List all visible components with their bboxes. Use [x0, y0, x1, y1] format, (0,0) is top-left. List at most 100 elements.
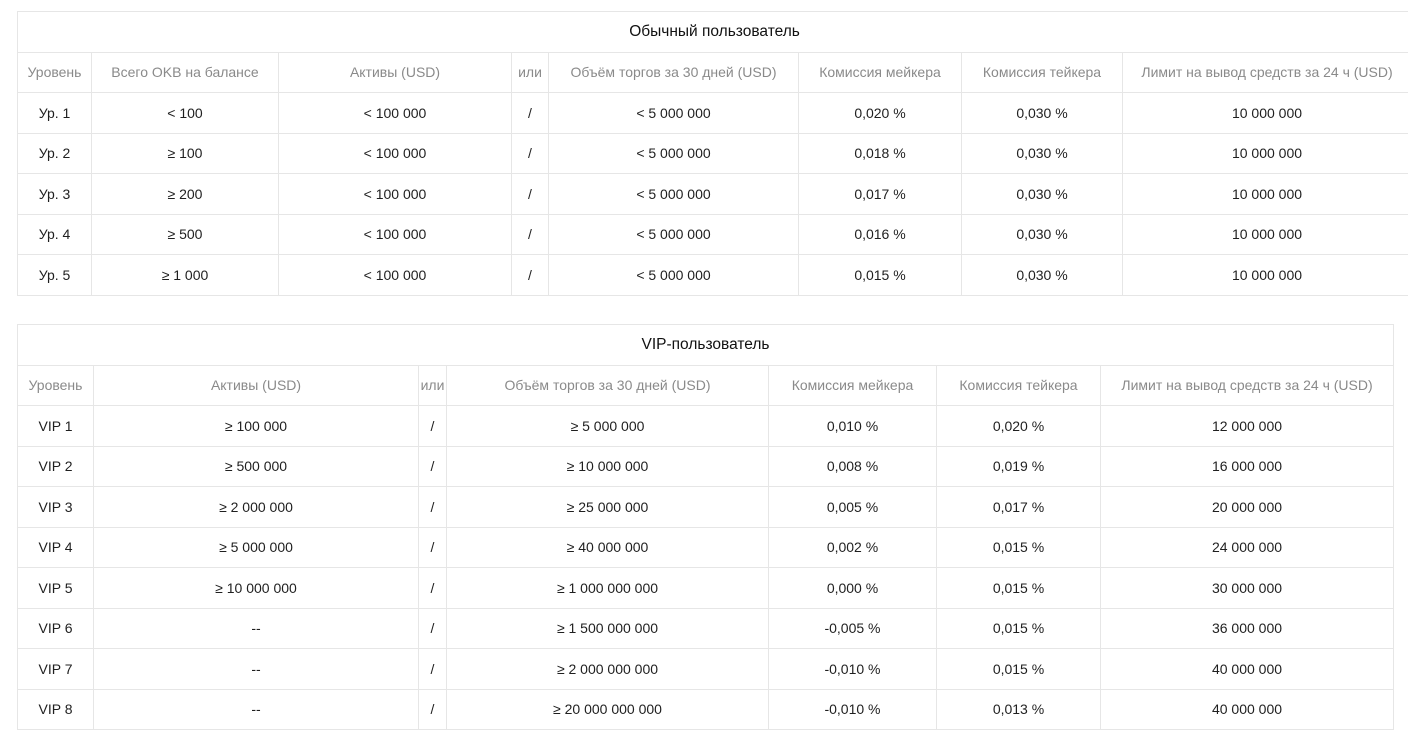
taker-fee-cell: 0,015 % [936, 567, 1101, 609]
or-cell: / [418, 688, 447, 730]
taker-fee-cell: 0,030 % [961, 254, 1123, 296]
withdrawal-limit-cell: 10 000 000 [1121, 213, 1408, 255]
trading-volume-cell: < 5 000 000 [548, 92, 799, 134]
level-cell: VIP 3 [17, 486, 94, 528]
column-header-or: или [418, 364, 447, 406]
table-row: VIP 4 ≥ 5 000 000/≥ 40 000 000 0,002 % 0,01… [17, 526, 1395, 568]
trading-volume-cell: ≥ 1 000 000 000 [446, 567, 769, 609]
assets-cell: -- [93, 648, 419, 690]
maker-fee-cell: -0,010 % [768, 648, 937, 690]
regular-user-fee-table: Обычный пользователь Уровень Всего OKB н… [16, 11, 1408, 296]
okb-balance-cell: ≥ 500 [91, 213, 279, 255]
column-header-assets: Активы (USD) [278, 51, 512, 93]
maker-fee-cell: 0,017 % [798, 173, 962, 215]
or-cell: / [511, 213, 549, 255]
withdrawal-limit-cell: 10 000 000 [1121, 173, 1408, 215]
assets-cell: -- [93, 688, 419, 730]
trading-volume-cell: < 5 000 000 [548, 132, 799, 174]
level-cell: VIP 5 [17, 567, 94, 609]
table-row: VIP 1 ≥ 100 000/≥ 5 000 000 0,010 % 0,020 %… [17, 405, 1395, 447]
column-header-taker-fee: Комиссия тейкера [961, 51, 1123, 93]
table-row: Ур. 2 ≥ 100 < 100 000/< 5 000 000 0,018 % 0,… [17, 132, 1408, 174]
table-row: VIP 8 -- / ≥ 20 000 000 000 -0,010 % 0,013 % 4… [17, 688, 1395, 730]
vip-table-title: VIP-пользователь [16, 324, 1395, 366]
trading-volume-cell: ≥ 2 000 000 000 [446, 648, 769, 690]
assets-cell: < 100 000 [278, 173, 512, 215]
maker-fee-cell: 0,005 % [768, 486, 937, 528]
withdrawal-limit-cell: 10 000 000 [1121, 92, 1408, 134]
table-row: VIP 2 ≥ 500 000/≥ 10 000 000 0,008 % 0,019 … [17, 445, 1395, 487]
maker-fee-cell: -0,010 % [768, 688, 937, 730]
taker-fee-cell: 0,019 % [936, 445, 1101, 487]
maker-fee-cell: 0,020 % [798, 92, 962, 134]
taker-fee-cell: 0,015 % [936, 607, 1101, 649]
maker-fee-cell: 0,008 % [768, 445, 937, 487]
maker-fee-cell: 0,018 % [798, 132, 962, 174]
taker-fee-cell: 0,015 % [936, 648, 1101, 690]
table-row: Ур. 5 ≥ 1 000 < 100 000/< 5 000 000 0,015 %… [17, 254, 1408, 296]
withdrawal-limit-cell: 24 000 000 [1099, 526, 1395, 568]
withdrawal-limit-cell: 40 000 000 [1099, 648, 1395, 690]
assets-cell: -- [93, 607, 419, 649]
vip-user-fee-table: VIP-пользователь Уровень Активы (USD) ил… [16, 324, 1395, 730]
withdrawal-limit-cell: 10 000 000 [1121, 132, 1408, 174]
assets-cell: ≥ 2 000 000 [93, 486, 419, 528]
or-cell: / [511, 254, 549, 296]
withdrawal-limit-cell: 30 000 000 [1099, 567, 1395, 609]
table-row: Ур. 4 ≥ 500 < 100 000/< 5 000 000 0,016 % 0,… [17, 213, 1408, 255]
withdrawal-limit-cell: 10 000 000 [1121, 254, 1408, 296]
assets-cell: ≥ 500 000 [93, 445, 419, 487]
assets-cell: ≥ 5 000 000 [93, 526, 419, 568]
assets-cell: < 100 000 [278, 132, 512, 174]
okb-balance-cell: < 100 [91, 92, 279, 134]
maker-fee-cell: 0,010 % [768, 405, 937, 447]
trading-volume-cell: ≥ 25 000 000 [446, 486, 769, 528]
taker-fee-cell: 0,015 % [936, 526, 1101, 568]
trading-volume-cell: ≥ 10 000 000 [446, 445, 769, 487]
regular-table-title: Обычный пользователь [16, 11, 1408, 53]
or-cell: / [511, 92, 549, 134]
taker-fee-cell: 0,030 % [961, 213, 1123, 255]
okb-balance-cell: ≥ 100 [91, 132, 279, 174]
table-row: Ур. 1 < 100 < 100 000/< 5 000 000 0,020 % 0,… [17, 92, 1408, 134]
trading-volume-cell: < 5 000 000 [548, 173, 799, 215]
maker-fee-cell: 0,016 % [798, 213, 962, 255]
okb-balance-cell: ≥ 1 000 [91, 254, 279, 296]
maker-fee-cell: 0,002 % [768, 526, 937, 568]
level-cell: Ур. 4 [17, 213, 92, 255]
level-cell: Ур. 2 [17, 132, 92, 174]
maker-fee-cell: -0,005 % [768, 607, 937, 649]
taker-fee-cell: 0,020 % [936, 405, 1101, 447]
column-header-withdrawal-limit: Лимит на вывод средств за 24 ч (USD) [1121, 51, 1408, 93]
table-row: VIP 7 -- / ≥ 2 000 000 000 -0,010 % 0,015 % 40… [17, 648, 1395, 690]
regular-table-header-row: Уровень Всего OKB на балансе Активы (USD… [17, 51, 1408, 93]
vip-table-header-row: Уровень Активы (USD) или Объём торгов за… [17, 364, 1395, 406]
table-row: VIP 5 ≥ 10 000 000/≥ 1 000 000 000 0,000 %… [17, 567, 1395, 609]
taker-fee-cell: 0,013 % [936, 688, 1101, 730]
or-cell: / [418, 567, 447, 609]
or-cell: / [418, 607, 447, 649]
column-header-or: или [511, 51, 549, 93]
level-cell: VIP 8 [17, 688, 94, 730]
assets-cell: < 100 000 [278, 92, 512, 134]
level-cell: VIP 1 [17, 405, 94, 447]
column-header-withdrawal-limit: Лимит на вывод средств за 24 ч (USD) [1099, 364, 1395, 406]
column-header-okb-balance: Всего OKB на балансе [91, 51, 279, 93]
trading-volume-cell: ≥ 5 000 000 [446, 405, 769, 447]
withdrawal-limit-cell: 16 000 000 [1099, 445, 1395, 487]
withdrawal-limit-cell: 12 000 000 [1099, 405, 1395, 447]
withdrawal-limit-cell: 40 000 000 [1099, 688, 1395, 730]
level-cell: Ур. 5 [17, 254, 92, 296]
assets-cell: ≥ 100 000 [93, 405, 419, 447]
or-cell: / [418, 526, 447, 568]
level-cell: VIP 7 [17, 648, 94, 690]
trading-volume-cell: ≥ 20 000 000 000 [446, 688, 769, 730]
table-row: VIP 3 ≥ 2 000 000/≥ 25 000 000 0,005 % 0,01… [17, 486, 1395, 528]
trading-volume-cell: < 5 000 000 [548, 254, 799, 296]
or-cell: / [511, 173, 549, 215]
maker-fee-cell: 0,015 % [798, 254, 962, 296]
taker-fee-cell: 0,017 % [936, 486, 1101, 528]
or-cell: / [418, 405, 447, 447]
level-cell: Ур. 1 [17, 92, 92, 134]
or-cell: / [418, 445, 447, 487]
